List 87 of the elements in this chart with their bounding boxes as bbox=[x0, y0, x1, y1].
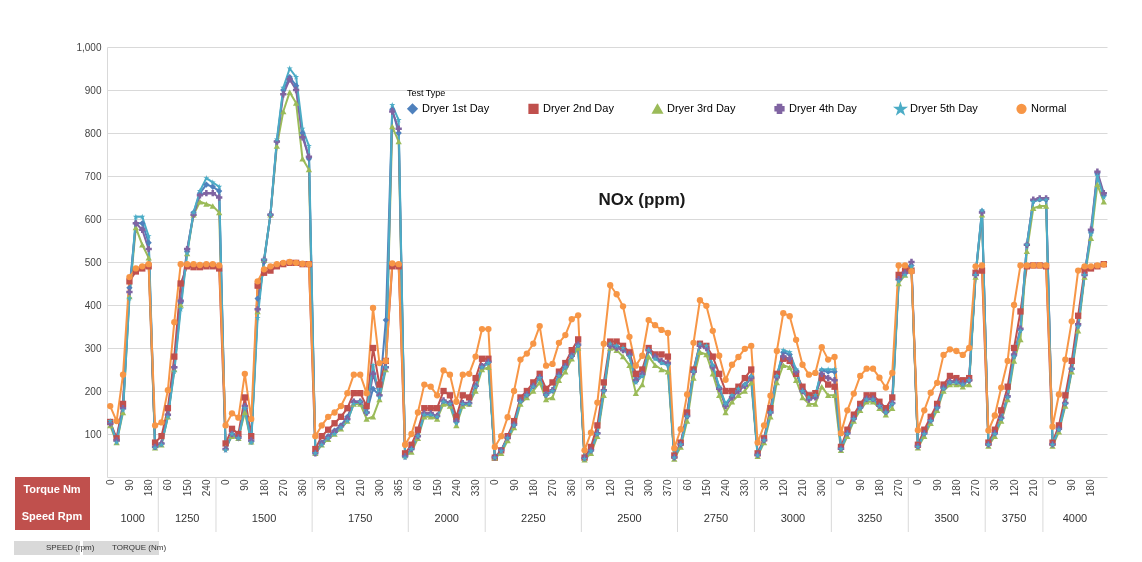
x-tick-label: 30 bbox=[989, 479, 1001, 491]
x-tick-label: 60 bbox=[412, 479, 424, 491]
x-tick-label: 180 bbox=[527, 479, 539, 497]
x-tick-label: 270 bbox=[277, 479, 289, 497]
y-tick-label: 200 bbox=[84, 385, 102, 397]
x-tick-label: 210 bbox=[354, 479, 366, 497]
y-tick-label: 800 bbox=[84, 127, 102, 139]
text: 1750 bbox=[347, 512, 373, 524]
text: 1000 bbox=[120, 512, 145, 524]
x-tick-label: 0 bbox=[1047, 479, 1059, 486]
text: 2750 bbox=[703, 512, 729, 524]
legend-label: Dryer 4th Day bbox=[789, 101, 858, 114]
text: 2500 bbox=[617, 512, 642, 524]
x-tick-label: 180 bbox=[950, 479, 962, 497]
legend-title: Test Type bbox=[407, 88, 446, 98]
x-tick-label: 210 bbox=[623, 479, 635, 497]
text: 4000 bbox=[1062, 512, 1088, 524]
x-tick-label: 300 bbox=[816, 479, 828, 497]
x-tick-label: 240 bbox=[450, 479, 462, 497]
x-tick-label: 300 bbox=[373, 479, 385, 497]
text: 2000 bbox=[434, 512, 459, 524]
text: 3750 bbox=[1001, 512, 1027, 524]
legend-label: Normal bbox=[1031, 101, 1067, 114]
x-tick-label: 30 bbox=[316, 479, 328, 491]
x-tick-label: 210 bbox=[797, 479, 809, 497]
x-tick-label: 360 bbox=[566, 479, 578, 497]
x-tick-label: 180 bbox=[1085, 479, 1097, 497]
x-tick-label: 90 bbox=[508, 479, 520, 491]
x-tick-label: 300 bbox=[643, 479, 655, 497]
x-tick-label: 240 bbox=[200, 479, 212, 497]
x-tick-label: 90 bbox=[931, 479, 943, 491]
text: 3000 bbox=[780, 512, 806, 524]
y-tick-label: 600 bbox=[84, 213, 102, 225]
x-tick-label: 210 bbox=[1027, 479, 1039, 497]
text: 1500 bbox=[251, 512, 277, 524]
y-tick-label: 900 bbox=[84, 84, 102, 96]
x-tick-label: 90 bbox=[854, 479, 866, 491]
x-tick-label: 330 bbox=[739, 479, 751, 497]
x-tick-label: 120 bbox=[777, 479, 789, 497]
x-tick-label: 90 bbox=[123, 479, 135, 491]
y-tick-label: 100 bbox=[84, 428, 102, 440]
y-tick-label: 400 bbox=[84, 299, 102, 311]
legend-label: Dryer 3rd Day bbox=[667, 102, 736, 115]
x-tick-label: 150 bbox=[181, 479, 193, 497]
x-tick-label: 180 bbox=[258, 479, 270, 497]
x-tick-label: 0 bbox=[489, 479, 501, 486]
x-tick-label: 360 bbox=[297, 479, 309, 497]
x-tick-label: 370 bbox=[662, 479, 674, 497]
y-tick-label: 700 bbox=[84, 170, 102, 182]
x-tick-label: 150 bbox=[700, 479, 712, 497]
text: Torque Nm bbox=[23, 483, 81, 495]
legend-label: Dryer 1st Day bbox=[422, 101, 490, 114]
x-tick-label: 90 bbox=[239, 479, 251, 491]
x-tick-label: 270 bbox=[547, 479, 559, 497]
text: SPEED (rpm) bbox=[46, 543, 95, 552]
text: Speed Rpm bbox=[21, 510, 83, 522]
x-tick-label: 120 bbox=[335, 479, 347, 497]
x-tick-label: 270 bbox=[893, 479, 905, 497]
x-tick-label: 150 bbox=[431, 479, 443, 497]
y-tick-label: 500 bbox=[84, 256, 102, 268]
x-tick-label: 0 bbox=[104, 479, 116, 486]
legend-label: Dryer 5th Day bbox=[910, 102, 979, 115]
text: 1250 bbox=[174, 512, 200, 524]
y-tick-label: 1,000 bbox=[76, 41, 102, 53]
x-tick-label: 90 bbox=[1066, 479, 1078, 491]
x-tick-label: 365 bbox=[393, 479, 405, 497]
text: 2250 bbox=[521, 512, 546, 524]
y-tick-label: 300 bbox=[84, 342, 102, 354]
x-tick-label: 0 bbox=[220, 479, 232, 486]
text: TORQUE (Nm) bbox=[112, 543, 167, 552]
x-tick-label: 270 bbox=[970, 479, 982, 497]
x-tick-label: 120 bbox=[604, 479, 616, 497]
text: NOx (ppm) bbox=[598, 190, 686, 209]
x-tick-label: 180 bbox=[143, 479, 155, 497]
x-tick-label: 30 bbox=[585, 479, 597, 491]
legend-label: Dryer 2nd Day bbox=[543, 101, 615, 114]
x-tick-label: 0 bbox=[912, 479, 924, 486]
text: 3500 bbox=[934, 512, 959, 524]
x-tick-label: 240 bbox=[720, 479, 732, 497]
x-tick-label: 330 bbox=[470, 479, 482, 497]
x-tick-label: 120 bbox=[1008, 479, 1020, 497]
x-tick-label: 30 bbox=[758, 479, 770, 491]
text: 3250 bbox=[857, 512, 883, 524]
x-tick-label: 60 bbox=[681, 479, 693, 491]
x-tick-label: 60 bbox=[162, 479, 174, 491]
x-tick-label: 0 bbox=[835, 479, 847, 486]
x-tick-label: 180 bbox=[873, 479, 885, 497]
